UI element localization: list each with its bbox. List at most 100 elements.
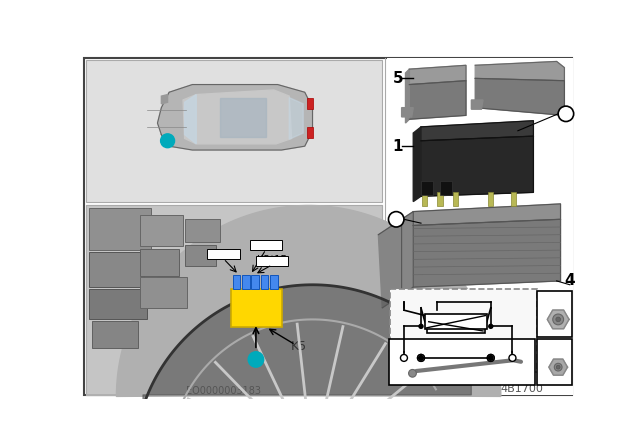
Text: 1: 1	[252, 354, 260, 365]
Polygon shape	[402, 211, 413, 295]
Bar	[260, 275, 268, 289]
Bar	[231, 289, 282, 327]
Circle shape	[556, 365, 560, 369]
Polygon shape	[476, 61, 564, 81]
Circle shape	[487, 354, 494, 362]
Polygon shape	[161, 95, 168, 104]
Bar	[488, 192, 493, 206]
Text: 3: 3	[401, 362, 407, 372]
Circle shape	[297, 447, 328, 448]
Polygon shape	[413, 204, 561, 225]
Circle shape	[488, 355, 494, 361]
Bar	[86, 60, 382, 202]
Circle shape	[418, 355, 424, 361]
Text: 85: 85	[485, 370, 497, 379]
Text: 1: 1	[418, 362, 424, 372]
Bar	[387, 58, 573, 395]
Polygon shape	[413, 220, 561, 287]
Text: 4: 4	[564, 273, 575, 289]
Circle shape	[417, 354, 424, 362]
Bar	[437, 192, 443, 206]
Circle shape	[161, 134, 175, 148]
Text: 86: 86	[415, 370, 427, 379]
Text: K5*3B: K5*3B	[251, 240, 281, 250]
Polygon shape	[184, 95, 196, 144]
Bar	[422, 192, 428, 206]
Text: 5: 5	[392, 71, 403, 86]
Bar	[537, 291, 572, 337]
Bar	[90, 208, 151, 250]
Bar	[390, 289, 537, 372]
Text: 1: 1	[392, 139, 403, 154]
Polygon shape	[476, 78, 564, 116]
Circle shape	[554, 363, 562, 371]
Polygon shape	[157, 85, 312, 150]
Circle shape	[388, 211, 404, 227]
Polygon shape	[421, 121, 533, 141]
Bar	[90, 252, 143, 287]
Text: 4B1700: 4B1700	[500, 383, 543, 394]
Text: 1: 1	[164, 136, 172, 146]
Circle shape	[419, 323, 424, 329]
Bar	[425, 314, 487, 329]
Circle shape	[487, 354, 494, 362]
Bar	[92, 321, 138, 348]
Polygon shape	[406, 69, 410, 123]
Bar	[252, 275, 259, 289]
Bar	[140, 249, 179, 276]
Polygon shape	[410, 65, 466, 85]
Text: EO0000003183: EO0000003183	[186, 386, 261, 396]
Circle shape	[417, 354, 424, 362]
Text: 5: 5	[509, 362, 516, 372]
Circle shape	[283, 433, 342, 448]
Bar	[511, 192, 516, 206]
Text: 2: 2	[540, 339, 551, 354]
Circle shape	[401, 354, 408, 362]
Bar	[389, 339, 535, 385]
Text: 2: 2	[488, 362, 494, 372]
Text: K5: K5	[472, 165, 482, 174]
Circle shape	[553, 314, 564, 325]
Polygon shape	[547, 310, 569, 329]
Polygon shape	[402, 108, 413, 117]
Bar	[307, 98, 313, 109]
Polygon shape	[378, 220, 402, 308]
Text: 3: 3	[540, 291, 551, 306]
Text: K5*2B: K5*2B	[208, 249, 239, 259]
Bar	[184, 245, 216, 266]
Bar	[250, 240, 282, 250]
Polygon shape	[549, 359, 568, 375]
Text: 30: 30	[398, 370, 410, 379]
Polygon shape	[220, 98, 266, 137]
Text: 6: 6	[393, 339, 404, 354]
Bar	[242, 275, 250, 289]
Text: BMW: BMW	[468, 159, 486, 164]
Circle shape	[558, 106, 573, 121]
Polygon shape	[86, 206, 501, 396]
Circle shape	[248, 352, 264, 367]
Text: K5*1B: K5*1B	[257, 255, 287, 265]
Polygon shape	[413, 127, 421, 202]
Bar	[140, 215, 183, 246]
Bar	[307, 127, 313, 138]
Polygon shape	[143, 285, 471, 407]
Text: 87: 87	[507, 370, 518, 379]
Bar	[270, 275, 278, 289]
Bar	[90, 289, 147, 319]
Circle shape	[509, 354, 516, 362]
Bar	[86, 205, 382, 395]
Bar	[421, 181, 433, 195]
Bar	[140, 277, 187, 308]
Circle shape	[556, 317, 561, 322]
Bar	[440, 181, 452, 195]
Polygon shape	[421, 136, 533, 196]
Bar	[537, 339, 572, 385]
Circle shape	[408, 370, 417, 377]
Bar	[207, 250, 239, 259]
Polygon shape	[289, 98, 303, 139]
Bar	[428, 320, 484, 332]
Bar	[86, 205, 382, 395]
Bar	[233, 275, 241, 289]
Polygon shape	[183, 90, 292, 144]
Bar	[184, 220, 220, 242]
